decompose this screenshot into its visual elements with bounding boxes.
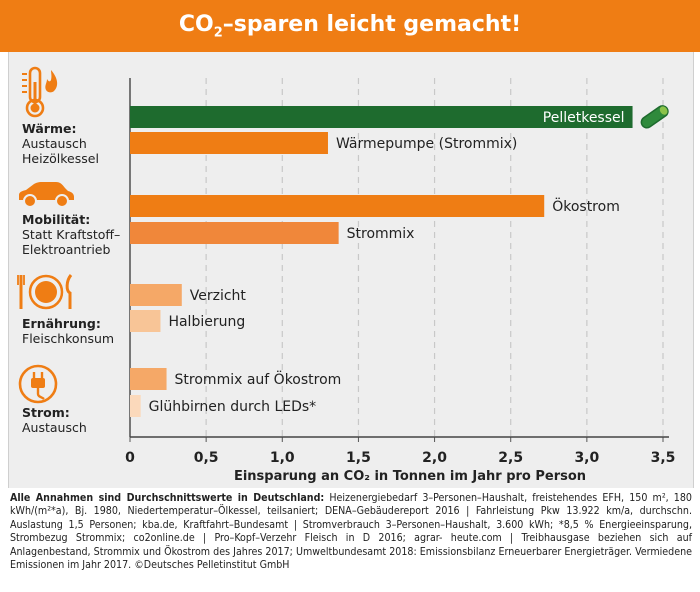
- category-subtitle: Austausch: [22, 420, 87, 435]
- x-tick-label: 2,0: [422, 450, 447, 466]
- bar-label: Verzicht: [190, 288, 247, 304]
- category-subtitle: Statt Kraftstoff–: [22, 227, 121, 242]
- bar: [130, 132, 328, 154]
- plate-cutlery-icon: [17, 274, 73, 310]
- category-title: Wärme:: [22, 121, 77, 136]
- pellet-end: [659, 106, 668, 115]
- x-tick-label: 3,0: [574, 450, 599, 466]
- category-subtitle: Heizölkessel: [22, 151, 99, 166]
- category-title: Strom:: [22, 405, 70, 420]
- category-ernaehrung: Ernährung: Fleischkonsum: [22, 316, 114, 346]
- category-title: Ernährung:: [22, 316, 101, 331]
- category-mobilitaet: Mobilität: Statt Kraftstoff– Elektroantr…: [22, 212, 120, 257]
- bar-label: Ökostrom: [552, 197, 620, 215]
- bar: [130, 284, 182, 306]
- bar-label: Strommix: [347, 226, 415, 242]
- bar: [130, 368, 167, 390]
- x-axis-title: Einsparung an CO₂ in Tonnen im Jahr pro …: [234, 469, 586, 484]
- x-tick-label: 2,5: [498, 450, 523, 466]
- category-subtitle: Austausch: [22, 136, 87, 151]
- bar: [130, 310, 161, 332]
- bar-label: Halbierung: [168, 314, 245, 330]
- category-title: Mobilität:: [22, 212, 91, 227]
- bar-label: Wärmepumpe (Strommix): [336, 136, 517, 152]
- x-tick-label: 3,5: [651, 450, 676, 466]
- category-strom: Strom: Austausch: [22, 405, 87, 435]
- x-tick-label: 1,5: [346, 450, 371, 466]
- thermometer-flame-icon: [22, 66, 58, 118]
- x-tick-label: 0,5: [194, 450, 219, 466]
- footnote: Alle Annahmen sind Durchschnittswerte in…: [10, 492, 692, 572]
- x-tick-label: 1,0: [270, 450, 295, 466]
- category-subtitle: Fleischkonsum: [22, 331, 115, 346]
- bar: [130, 222, 339, 244]
- bar: [130, 195, 545, 217]
- pellet-icon: [640, 105, 669, 129]
- category-subtitle: Elektroantrieb: [22, 242, 111, 257]
- plug-icon: [18, 364, 58, 404]
- bar: [130, 395, 141, 417]
- car-icon: [19, 182, 74, 208]
- category-waerme: Wärme: Austausch Heizölkessel: [22, 121, 99, 166]
- bar-label: Pelletkessel: [543, 110, 625, 126]
- x-tick-label: 0: [125, 450, 135, 466]
- footnote-text: Heizenergiebedarf 3–Personen–Haushalt, f…: [10, 492, 692, 572]
- bar-label: Strommix auf Ökostrom: [175, 370, 342, 388]
- header-banner: CO2–sparen leicht gemacht!: [0, 0, 700, 52]
- page-title: CO2–sparen leicht gemacht!: [178, 11, 522, 41]
- bar: [130, 106, 633, 128]
- bar-label: Glühbirnen durch LEDs*: [149, 399, 317, 415]
- footnote-heading: Alle Annahmen sind Durchschnittswerte in…: [10, 492, 325, 504]
